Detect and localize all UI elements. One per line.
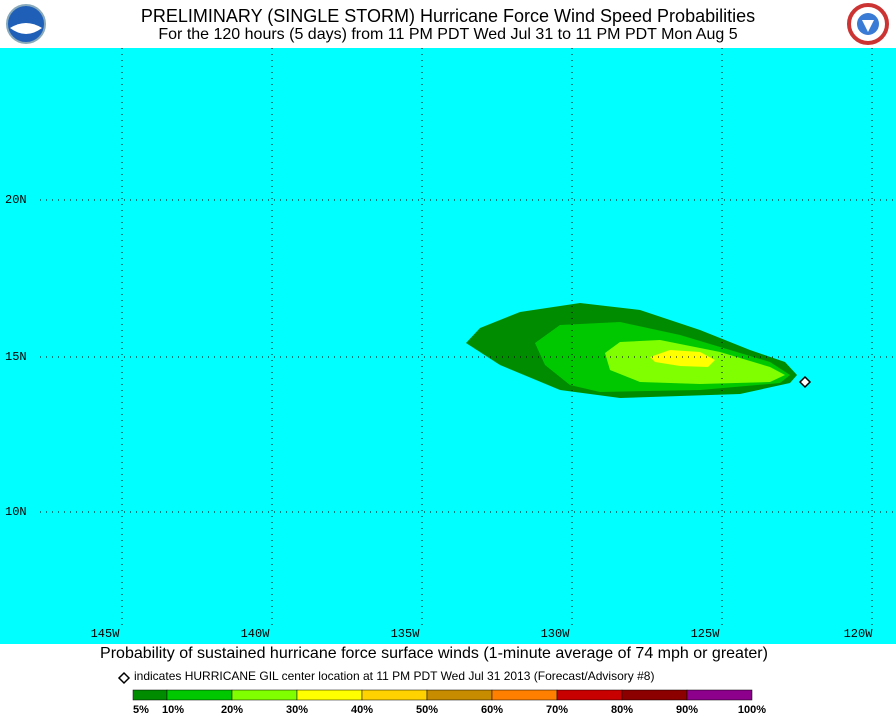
legend-swatch bbox=[231, 689, 298, 701]
legend-label: 5% bbox=[133, 704, 149, 716]
legend-swatch bbox=[361, 689, 428, 701]
legend-swatch bbox=[166, 689, 233, 701]
lat-label: 10N bbox=[5, 505, 27, 519]
legend: 5% 10% 20% 30% 40% 50% 60% 70% 80% 90% 100% bbox=[132, 689, 766, 716]
caption: Probability of sustained hurricane force… bbox=[100, 645, 768, 662]
legend-label: 10% bbox=[162, 704, 184, 716]
lon-label: 120W bbox=[844, 627, 874, 641]
noaa-logo bbox=[6, 4, 46, 44]
grid bbox=[40, 48, 896, 630]
legend-swatch bbox=[686, 689, 753, 701]
legend-swatch bbox=[296, 689, 363, 701]
lon-label: 125W bbox=[691, 627, 721, 641]
lat-label: 20N bbox=[5, 193, 27, 207]
lon-label: 145W bbox=[91, 627, 121, 641]
nws-logo bbox=[847, 3, 889, 45]
title: PRELIMINARY (SINGLE STORM) Hurricane For… bbox=[141, 6, 755, 26]
legend-label: 20% bbox=[221, 704, 243, 716]
subtitle: For the 120 hours (5 days) from 11 PM PD… bbox=[158, 26, 737, 43]
note: indicates HURRICANE GIL center location … bbox=[134, 669, 654, 683]
storm-center bbox=[798, 375, 812, 389]
legend-label: 100% bbox=[738, 704, 766, 716]
lon-label: 140W bbox=[241, 627, 271, 641]
legend-label: 30% bbox=[286, 704, 308, 716]
lat-label: 15N bbox=[5, 350, 27, 364]
note-symbol bbox=[117, 671, 131, 685]
legend-swatch bbox=[132, 689, 168, 701]
legend-label: 40% bbox=[351, 704, 373, 716]
legend-label: 60% bbox=[481, 704, 503, 716]
lon-label: 130W bbox=[541, 627, 571, 641]
legend-swatch bbox=[556, 689, 623, 701]
probability-contours bbox=[466, 303, 797, 398]
legend-swatch bbox=[491, 689, 558, 701]
map-area bbox=[0, 48, 896, 644]
legend-label: 80% bbox=[611, 704, 633, 716]
lon-label: 135W bbox=[391, 627, 421, 641]
legend-label: 90% bbox=[676, 704, 698, 716]
legend-label: 70% bbox=[546, 704, 568, 716]
legend-swatch bbox=[426, 689, 493, 701]
legend-label: 50% bbox=[416, 704, 438, 716]
legend-swatch bbox=[621, 689, 688, 701]
